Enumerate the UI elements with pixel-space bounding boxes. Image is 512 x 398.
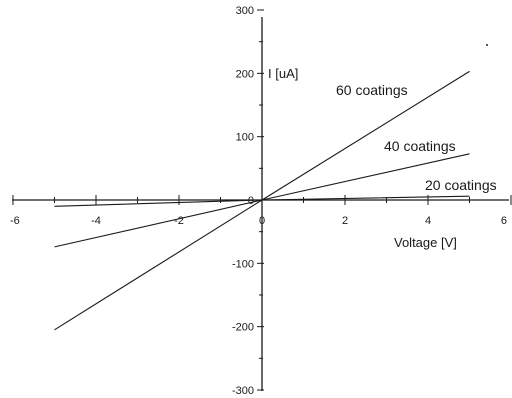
series-annotations: 60 coatings 40 coatings 20 coatings [336,82,497,193]
series-label-1: 60 coatings [336,82,408,98]
x-axis-title: Voltage [V] [394,235,457,250]
y-axis-title: I [uA] [268,66,298,81]
y-tick-label: -100 [232,258,254,270]
y-tick-label: 100 [236,132,254,144]
series-label-3: 20 coatings [425,177,497,193]
x-tick-label: 4 [425,215,431,227]
x-tick-labels: -6 -4 -2 0 2 4 6 [10,215,507,227]
x-tick-label: -2 [174,215,184,227]
y-tick-label: 0 [248,195,254,207]
series-lines [54,70,470,331]
x-tick-label: -6 [10,215,20,227]
y-tick-label: 200 [236,68,254,80]
y-tick-label: -200 [232,322,254,334]
y-tick-label: -300 [232,385,254,397]
y-tick-label: 300 [236,5,254,17]
scan-speck [486,44,488,46]
x-tick-label: 0 [259,215,265,227]
x-tick-label: 2 [342,215,348,227]
series-label-2: 40 coatings [384,138,456,154]
x-tick-label: -4 [91,215,101,227]
x-tick-label: 6 [501,215,507,227]
series-line-3 [54,195,470,207]
y-tick-labels: -300 -200 -100 0 100 200 300 [232,5,254,397]
